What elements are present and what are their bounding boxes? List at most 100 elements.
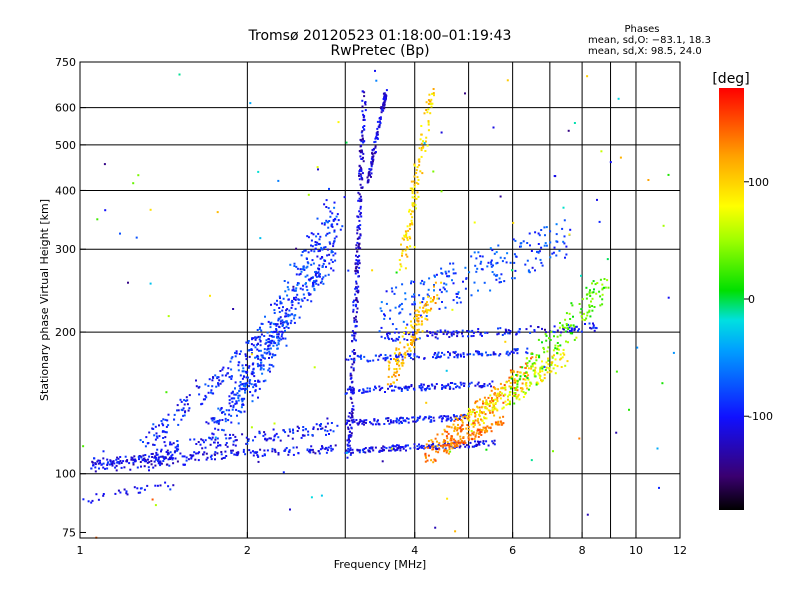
data-point	[483, 281, 486, 284]
data-point	[447, 442, 450, 445]
data-point	[394, 385, 397, 388]
data-point	[252, 337, 255, 340]
data-point	[492, 352, 495, 355]
data-point	[218, 419, 221, 422]
data-point	[281, 319, 284, 322]
data-point	[263, 348, 266, 351]
data-point	[207, 391, 210, 394]
data-point	[397, 360, 400, 363]
data-point	[228, 413, 231, 416]
data-point	[295, 287, 298, 290]
data-point	[224, 417, 227, 420]
data-point	[137, 174, 140, 177]
data-point	[479, 411, 482, 414]
data-point	[400, 265, 403, 268]
data-point	[411, 189, 414, 192]
data-point	[535, 383, 538, 386]
data-point	[93, 457, 95, 460]
data-point	[563, 326, 566, 329]
data-point	[520, 242, 523, 245]
data-point	[588, 292, 591, 295]
data-point	[102, 462, 105, 465]
data-point	[533, 375, 536, 378]
data-point	[282, 337, 285, 340]
data-point	[429, 297, 432, 300]
data-point	[359, 234, 362, 237]
data-point	[447, 331, 450, 334]
data-point	[352, 369, 355, 372]
data-point	[300, 254, 303, 257]
data-point	[321, 222, 324, 225]
data-point	[535, 359, 538, 362]
data-point	[577, 328, 580, 331]
data-point	[346, 443, 349, 446]
data-point	[411, 223, 414, 226]
data-point	[303, 434, 306, 437]
data-point	[452, 282, 455, 285]
data-point	[257, 357, 260, 360]
data-point	[235, 439, 238, 442]
data-point	[359, 233, 362, 236]
data-point	[283, 280, 286, 282]
data-point	[457, 439, 460, 442]
data-point	[504, 393, 507, 396]
data-point	[344, 392, 347, 395]
data-point	[296, 293, 299, 296]
data-point	[310, 300, 313, 303]
data-point	[330, 267, 333, 270]
data-point	[277, 436, 280, 439]
data-point	[358, 197, 361, 200]
data-point	[575, 325, 578, 328]
data-point	[414, 309, 417, 312]
data-point	[553, 335, 555, 338]
data-point	[431, 334, 434, 337]
data-point	[427, 384, 430, 387]
data-point	[413, 388, 416, 391]
data-point	[352, 304, 355, 307]
data-point	[210, 454, 213, 457]
data-point	[409, 213, 412, 216]
data-point	[400, 388, 403, 390]
data-point	[330, 449, 333, 452]
data-point	[452, 438, 455, 441]
data-point	[540, 246, 543, 249]
data-point	[291, 304, 294, 307]
data-point	[524, 375, 526, 377]
data-point	[259, 349, 262, 352]
data-point	[295, 296, 298, 299]
data-point	[566, 360, 569, 363]
data-point	[565, 323, 568, 325]
data-point	[330, 251, 333, 254]
data-point	[186, 403, 189, 406]
chart-title-line2: RwPretec (Bp)	[330, 43, 429, 59]
data-point	[459, 441, 462, 444]
data-point	[234, 381, 237, 384]
data-point	[294, 307, 297, 310]
data-point	[496, 261, 499, 264]
data-point	[599, 278, 602, 281]
data-point	[409, 187, 412, 190]
data-point	[244, 353, 247, 356]
data-point	[293, 262, 296, 265]
data-point	[356, 307, 359, 310]
data-point	[575, 336, 578, 339]
data-point	[480, 260, 483, 263]
data-point	[418, 337, 421, 340]
data-point	[382, 104, 385, 107]
data-point	[213, 417, 216, 420]
data-point	[261, 372, 264, 375]
data-point	[414, 338, 417, 341]
data-point	[349, 385, 352, 388]
data-point	[325, 433, 327, 436]
data-point	[398, 387, 401, 390]
data-point	[325, 234, 328, 237]
data-point	[327, 446, 330, 449]
data-point	[448, 425, 451, 428]
data-point	[345, 392, 348, 395]
data-point	[358, 227, 361, 230]
data-point	[485, 428, 488, 431]
data-point	[237, 422, 240, 425]
data-point	[355, 290, 358, 293]
data-point	[314, 274, 317, 277]
data-point	[374, 137, 377, 140]
